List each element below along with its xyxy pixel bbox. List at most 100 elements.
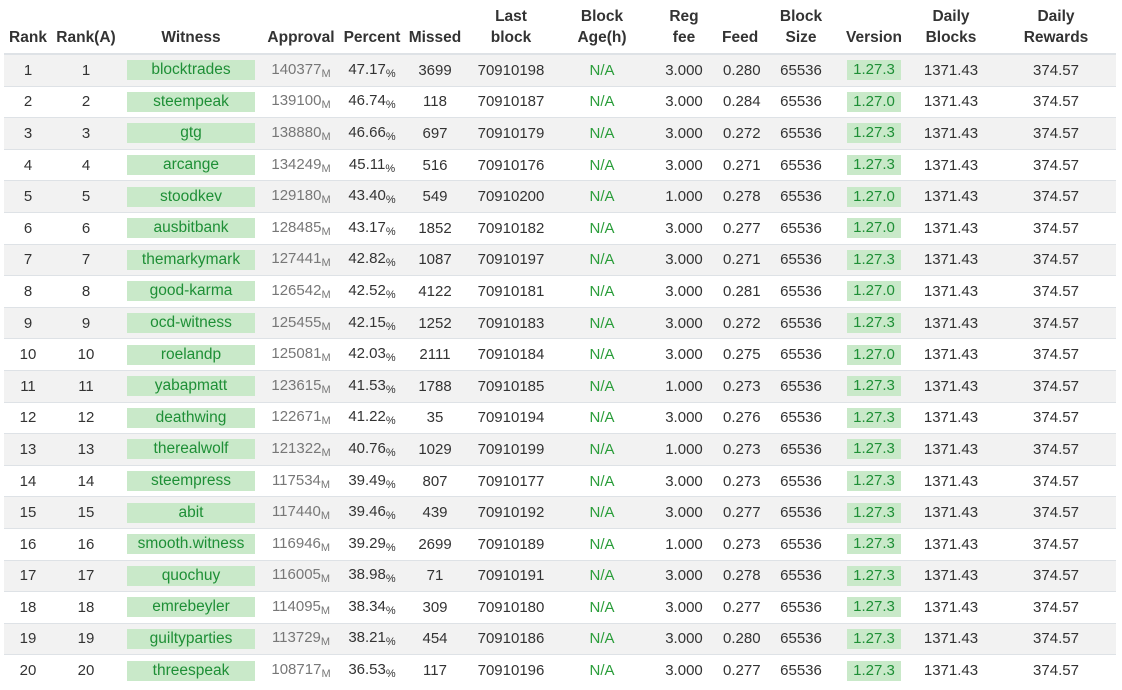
cell-last-block: 70910200 — [466, 180, 556, 213]
header-daily-rewards[interactable]: Daily Rewards — [996, 0, 1116, 55]
table-row[interactable]: 2 2 steempeak 139100M 46.74% 118 70910187 N/A 3.… — [4, 85, 1116, 118]
cell-last-block: 70910191 — [466, 559, 556, 592]
witness-link[interactable]: guiltyparties — [127, 628, 255, 649]
header-percent[interactable]: Percent — [340, 0, 404, 55]
table-row[interactable]: 3 3 gtg 138880M 46.66% 697 70910179 N/A 3.000 0.2… — [4, 117, 1116, 150]
cell-version: 1.27.3 — [842, 559, 906, 592]
approval-value: 139100 — [271, 92, 322, 110]
approval-unit: M — [320, 604, 331, 617]
approval-unit: M — [321, 383, 331, 396]
percent-value: 39.29 — [348, 534, 386, 552]
approval-value: 126542 — [271, 281, 322, 299]
cell-rank-a: 4 — [52, 148, 120, 181]
table-row[interactable]: 6 6 ausbitbank 128485M 43.17% 1852 70910182 N/A… — [4, 211, 1116, 245]
witness-link[interactable]: arcange — [127, 155, 255, 176]
witness-link[interactable]: yabapmatt — [127, 376, 255, 397]
cell-last-block: 70910179 — [466, 117, 556, 150]
cell-daily-blocks: 1371.43 — [906, 117, 996, 150]
percent-unit: % — [385, 573, 396, 586]
header-missed[interactable]: Missed — [404, 0, 466, 55]
cell-approval: 139100M — [262, 85, 340, 118]
cell-daily-rewards: 374.57 — [996, 433, 1116, 466]
witness-link[interactable]: roelandp — [127, 344, 255, 365]
cell-approval: 116946M — [262, 527, 340, 560]
cell-approval: 134249M — [262, 148, 340, 181]
table-row[interactable]: 11 11 yabapmatt 123615M 41.53% 1788 70910185 N/… — [4, 369, 1116, 403]
witness-link[interactable]: ausbitbank — [127, 218, 255, 239]
cell-rank: 19 — [4, 622, 52, 655]
header-feed[interactable]: Feed — [720, 0, 760, 55]
cell-percent: 42.82% — [340, 243, 404, 276]
cell-percent: 42.03% — [340, 338, 404, 371]
header-version[interactable]: Version — [842, 0, 906, 55]
table-row[interactable]: 5 5 stoodkev 129180M 43.40% 549 70910200 N/A 1.0… — [4, 180, 1116, 213]
cell-daily-blocks: 1371.43 — [906, 148, 996, 181]
cell-approval: 108717M — [262, 654, 340, 686]
table-row[interactable]: 13 13 therealwolf 121322M 40.76% 1029 70910199… — [4, 433, 1116, 466]
cell-block-age: N/A — [556, 496, 648, 529]
cell-last-block: 70910189 — [466, 527, 556, 560]
witness-link[interactable]: ocd-witness — [127, 313, 255, 334]
witness-link[interactable]: smooth.witness — [127, 534, 255, 555]
percent-unit: % — [385, 446, 396, 459]
table-row[interactable]: 15 15 abit 117440M 39.46% 439 70910192 N/A 3.000… — [4, 496, 1116, 529]
table-row[interactable]: 17 17 quochuy 116005M 38.98% 71 70910191 N/A 3.0… — [4, 559, 1116, 592]
witness-link[interactable]: therealwolf — [127, 439, 255, 460]
cell-block-size: 65536 — [760, 654, 842, 686]
header-witness[interactable]: Witness — [120, 0, 262, 55]
table-row[interactable]: 19 19 guiltyparties 113729M 38.21% 454 7091018… — [4, 622, 1116, 655]
witness-link[interactable]: blocktrades — [127, 60, 255, 81]
header-reg-fee[interactable]: Reg fee — [648, 0, 720, 55]
table-row[interactable]: 9 9 ocd-witness 125455M 42.15% 1252 70910183 N/… — [4, 306, 1116, 339]
table-row[interactable]: 8 8 good-karma 126542M 42.52% 4122 70910181 N/A… — [4, 275, 1116, 308]
witness-link[interactable]: quochuy — [127, 565, 255, 586]
table-row[interactable]: 18 18 emrebeyler 114095M 38.34% 309 70910180 N/… — [4, 591, 1116, 624]
cell-missed: 454 — [404, 622, 466, 655]
cell-block-size: 65536 — [760, 622, 842, 655]
cell-rank-a: 11 — [52, 369, 120, 403]
header-block-age[interactable]: Block Age(h) — [556, 0, 648, 55]
table-row[interactable]: 7 7 themarkymark 127441M 42.82% 1087 70910197 N… — [4, 243, 1116, 276]
table-row[interactable]: 10 10 roelandp 125081M 42.03% 2111 70910184 N/A… — [4, 338, 1116, 371]
approval-unit: M — [320, 541, 331, 554]
cell-daily-blocks: 1371.43 — [906, 85, 996, 118]
cell-version: 1.27.3 — [842, 243, 906, 276]
header-daily-blocks[interactable]: Daily Blocks — [906, 0, 996, 55]
cell-block-age: N/A — [556, 527, 648, 560]
cell-last-block: 70910187 — [466, 85, 556, 118]
witness-link[interactable]: threespeak — [127, 660, 255, 681]
cell-daily-rewards: 374.57 — [996, 243, 1116, 276]
header-rank[interactable]: Rank — [4, 0, 52, 55]
cell-rank-a: 1 — [52, 53, 120, 87]
cell-rank: 5 — [4, 180, 52, 213]
percent-value: 42.82 — [348, 250, 386, 268]
percent-value: 43.17 — [348, 218, 386, 236]
table-row[interactable]: 4 4 arcange 134249M 45.11% 516 70910176 N/A 3.00… — [4, 148, 1116, 181]
table-row[interactable]: 12 12 deathwing 122671M 41.22% 35 70910194 N/A 3… — [4, 401, 1116, 434]
witness-link[interactable]: deathwing — [127, 407, 255, 428]
cell-rank: 13 — [4, 433, 52, 466]
header-block-size[interactable]: Block Size — [760, 0, 842, 55]
table-row[interactable]: 14 14 steempress 117534M 39.49% 807 70910177 N/… — [4, 464, 1116, 497]
percent-value: 39.49 — [348, 471, 386, 489]
cell-feed: 0.273 — [720, 464, 761, 497]
table-row[interactable]: 1 1 blocktrades 140377M 47.17% 3699 70910198 N/… — [4, 53, 1116, 87]
witness-link[interactable]: steempeak — [127, 91, 255, 112]
witness-link[interactable]: emrebeyler — [127, 597, 255, 618]
header-last-block[interactable]: Last block — [466, 0, 556, 55]
witness-link[interactable]: stoodkev — [127, 186, 255, 207]
header-rank-a[interactable]: Rank(A) — [52, 0, 120, 55]
witness-table: Rank Rank(A) Witness Approval Percent Mi… — [4, 0, 1116, 686]
table-row[interactable]: 20 20 threespeak 108717M 36.53% 117 70910196 N/… — [4, 654, 1116, 686]
cell-daily-rewards: 374.57 — [996, 559, 1116, 592]
witness-link[interactable]: abit — [127, 502, 255, 523]
cell-reg-fee: 3.000 — [648, 275, 720, 308]
table-row[interactable]: 16 16 smooth.witness 116946M 39.29% 2699 70910… — [4, 527, 1116, 560]
header-approval[interactable]: Approval — [262, 0, 340, 55]
witness-link[interactable]: themarkymark — [127, 249, 255, 270]
cell-block-size: 65536 — [760, 117, 842, 150]
cell-witness: threespeak — [120, 654, 262, 686]
witness-link[interactable]: steempress — [127, 471, 255, 492]
witness-link[interactable]: gtg — [127, 123, 255, 144]
witness-link[interactable]: good-karma — [127, 281, 255, 302]
